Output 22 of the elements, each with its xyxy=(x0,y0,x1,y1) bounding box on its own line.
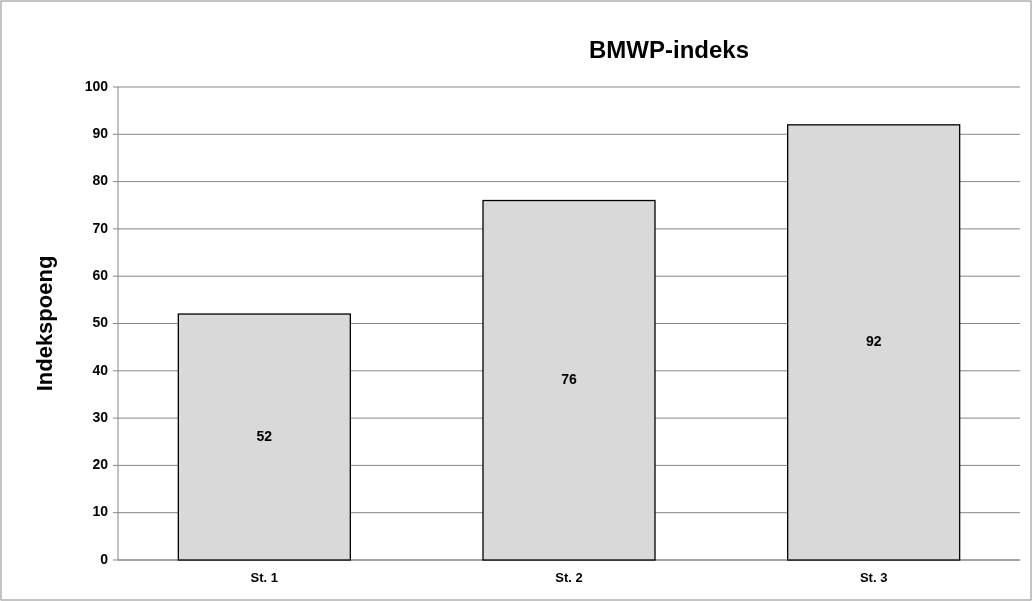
y-tick-label: 40 xyxy=(92,361,109,378)
x-tick-label: St. 3 xyxy=(859,570,888,585)
bar xyxy=(482,199,656,561)
data-label: 92 xyxy=(865,333,882,350)
bar xyxy=(177,313,351,561)
y-tick-label: 0 xyxy=(100,550,109,567)
y-tick-label: 30 xyxy=(92,408,109,425)
x-tick-label: St. 1 xyxy=(250,570,279,585)
bar xyxy=(787,124,961,561)
y-tick-label: 20 xyxy=(92,456,109,473)
y-axis-title: Indekspoeng xyxy=(32,255,57,392)
y-tick-label: 70 xyxy=(92,219,109,236)
data-label: 52 xyxy=(256,427,273,444)
y-tick-label: 100 xyxy=(84,77,109,94)
data-label: 76 xyxy=(561,370,577,387)
x-tick-label: St. 2 xyxy=(555,570,583,585)
y-tick-label: 10 xyxy=(92,503,109,520)
chart-title: BMWP-indeks xyxy=(588,36,750,63)
y-tick-label: 90 xyxy=(92,125,109,141)
y-tick-label: 50 xyxy=(92,314,109,331)
y-tick-label: 60 xyxy=(92,266,109,283)
y-tick-label: 80 xyxy=(92,172,109,189)
